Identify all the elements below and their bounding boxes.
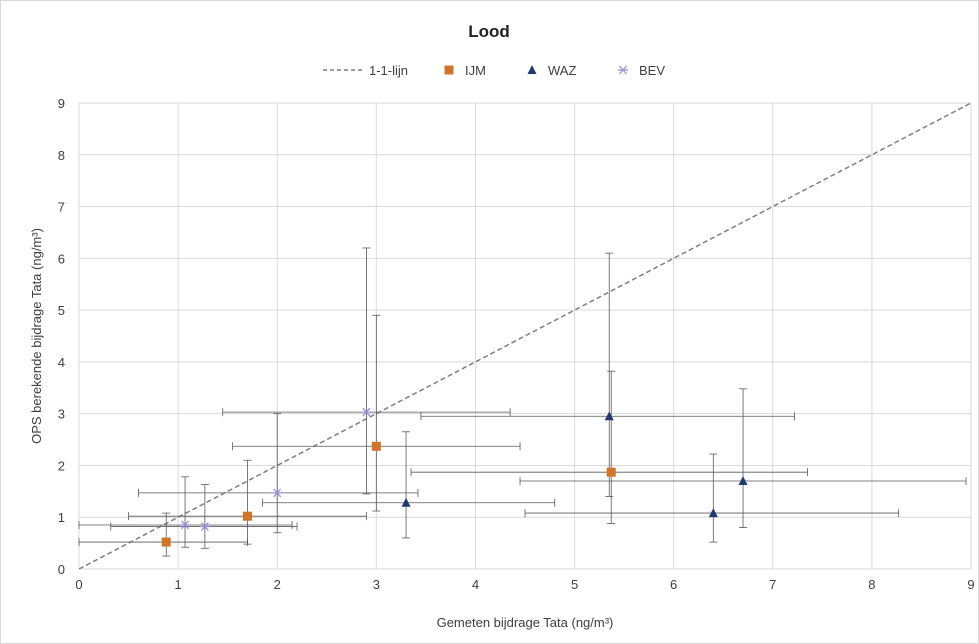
y-tick-label: 0 (58, 562, 65, 577)
x-tick-label: 0 (75, 577, 82, 592)
legend-marker-bev (618, 65, 628, 75)
data-point-bev-stroke (362, 407, 371, 417)
legend-label-ijm: IJM (465, 63, 486, 78)
gridlines (78, 102, 972, 570)
data-point-ijm (606, 467, 616, 477)
x-axis-title: Gemeten bijdrage Tata (ng/m³) (437, 615, 614, 630)
x-tick-label: 5 (571, 577, 578, 592)
legend-marker-bev-stroke (619, 65, 627, 75)
legend-marker-ijm (444, 65, 454, 75)
x-tick-label: 3 (373, 577, 380, 592)
data-point-ijm (161, 537, 171, 547)
y-tick-label: 4 (58, 355, 65, 370)
y-tick-label: 3 (58, 407, 65, 422)
data-point-waz (708, 508, 718, 518)
legend-marker-waz (527, 65, 537, 74)
y-tick-label: 1 (58, 510, 65, 525)
data-point-bev (272, 488, 283, 498)
y-tick-label: 2 (58, 458, 65, 473)
legend-label-reference: 1-1-lijn (369, 63, 408, 78)
y-tick-label: 8 (58, 148, 65, 163)
x-tick-label: 7 (769, 577, 776, 592)
data-point-bev (180, 520, 191, 530)
data-point-ijm (371, 441, 381, 451)
x-tick-label: 1 (174, 577, 181, 592)
x-tick-label: 6 (670, 577, 677, 592)
data-point-ijm (242, 511, 252, 521)
x-tick-label: 8 (868, 577, 875, 592)
x-tick-label: 2 (274, 577, 281, 592)
x-tick-label: 9 (967, 577, 974, 592)
x-tick-label: 4 (472, 577, 479, 592)
y-tick-label: 9 (58, 96, 65, 111)
data-point-waz (604, 411, 614, 421)
y-tick-label: 5 (58, 303, 65, 318)
data-point-waz (401, 497, 411, 507)
chart-title: Lood (468, 22, 510, 41)
reference-line (78, 102, 972, 570)
y-tick-label: 6 (58, 251, 65, 266)
data-point-bev-stroke (181, 520, 190, 530)
reference-line-group (78, 102, 972, 570)
y-tick-label: 7 (58, 200, 65, 215)
x-axis-ticks: 0 1 2 3 4 5 6 7 8 9 (75, 577, 974, 592)
y-axis-title: OPS berekende bijdrage Tata (ng/m³) (29, 228, 44, 444)
data-point-bev (199, 522, 210, 531)
legend-label-bev: BEV (639, 63, 665, 78)
error-bars (78, 247, 967, 557)
data-point-bev (361, 407, 372, 417)
data-points (161, 407, 748, 547)
data-point-waz (738, 475, 748, 485)
legend-label-waz: WAZ (548, 63, 576, 78)
y-axis-ticks: 0 1 2 3 4 5 6 7 8 9 (58, 96, 65, 577)
legend: 1-1-lijn IJM WAZ BEV (323, 63, 665, 78)
data-point-bev-stroke (273, 488, 282, 498)
data-point-bev-stroke (200, 522, 209, 531)
